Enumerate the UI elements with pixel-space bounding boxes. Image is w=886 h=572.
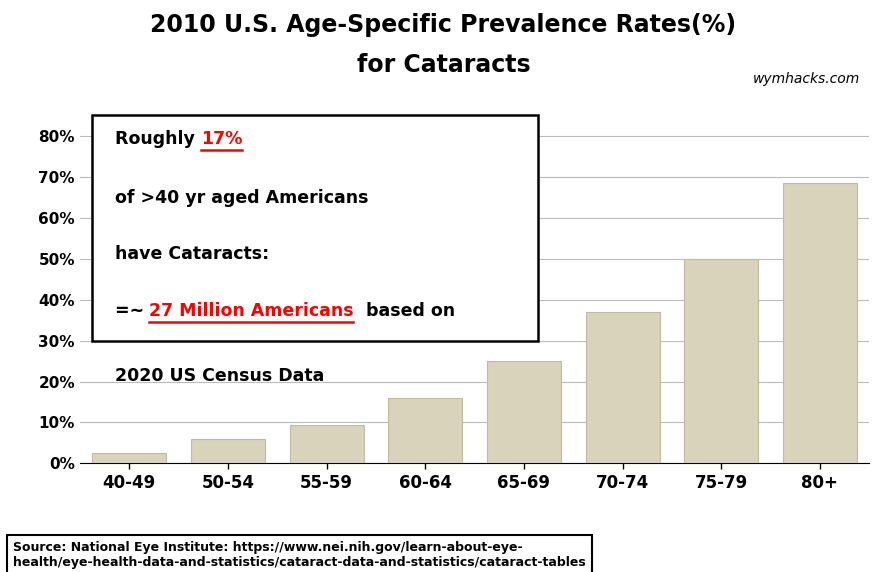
Bar — [388, 398, 462, 463]
Bar — [782, 184, 856, 463]
Bar — [585, 312, 659, 463]
Text: 2010 U.S. Age-Specific Prevalence Rates(%): 2010 U.S. Age-Specific Prevalence Rates(… — [151, 13, 735, 37]
Bar — [683, 259, 758, 463]
Bar — [190, 439, 265, 463]
Text: of >40 yr aged Americans: of >40 yr aged Americans — [115, 189, 369, 206]
Text: for Cataracts: for Cataracts — [356, 53, 530, 77]
Text: Source: National Eye Institute: https://www.nei.nih.gov/learn-about-eye-
health/: Source: National Eye Institute: https://… — [13, 541, 586, 569]
FancyBboxPatch shape — [91, 115, 537, 341]
Bar — [486, 361, 560, 463]
Text: 2020 US Census Data: 2020 US Census Data — [115, 367, 324, 385]
Bar — [92, 453, 166, 463]
Text: Roughly: Roughly — [115, 130, 201, 148]
Text: 17%: 17% — [200, 130, 242, 148]
Text: based on: based on — [360, 302, 455, 320]
Text: =~: =~ — [115, 302, 151, 320]
Bar — [289, 424, 363, 463]
Text: have Cataracts:: have Cataracts: — [115, 245, 269, 263]
Text: wymhacks.com: wymhacks.com — [752, 72, 859, 85]
Text: 27 Million Americans: 27 Million Americans — [148, 302, 353, 320]
